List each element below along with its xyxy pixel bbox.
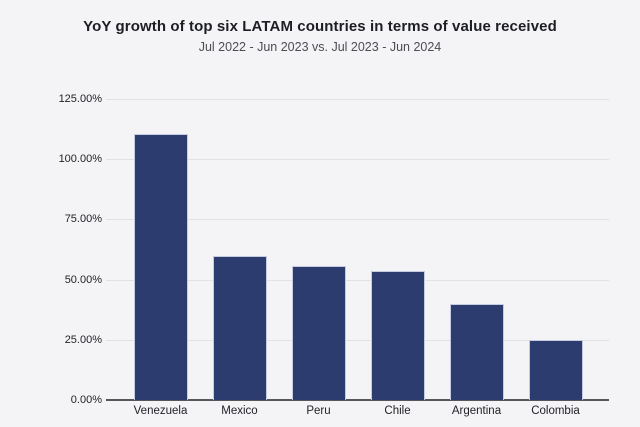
y-tick-label-125: 125.00% [58, 93, 102, 105]
y-tick-label-100: 100.00% [58, 153, 102, 166]
plot-area [106, 99, 609, 401]
gridline-75 [106, 219, 609, 221]
x-axis-label-colombia: Colombia [531, 405, 580, 417]
gridline-50 [106, 279, 609, 281]
bar-argentina [449, 303, 504, 400]
chart-subtitle: Jul 2022 - Jun 2023 vs. Jul 2023 - Jun 2… [198, 40, 442, 54]
bar-mexico [212, 255, 267, 400]
y-tick-label-0: 0.00% [70, 394, 102, 406]
bar-peru [291, 266, 346, 400]
x-axis-label-argentina: Argentina [451, 405, 502, 417]
bar-venezuela [133, 133, 188, 400]
bar-colombia [528, 339, 583, 400]
gridline-25 [106, 339, 609, 341]
x-axis-label-peru: Peru [306, 405, 331, 417]
x-axis-line [106, 399, 609, 401]
chart-title: YoY growth of top six LATAM countries in… [83, 18, 557, 35]
bar-chile [370, 271, 425, 400]
gridline-100 [106, 159, 609, 161]
x-axis-label-venezuela: Venezuela [133, 405, 188, 417]
x-axis-label-mexico: Mexico [221, 405, 258, 417]
y-tick-label-75: 75.00% [64, 213, 102, 226]
y-tick-label-50: 50.00% [64, 273, 102, 286]
gridline-125 [106, 99, 609, 100]
chart-header: YoY growth of top six LATAM countries in… [0, 18, 640, 54]
y-tick-label-25: 25.00% [64, 333, 102, 346]
x-axis-label-chile: Chile [384, 405, 411, 417]
